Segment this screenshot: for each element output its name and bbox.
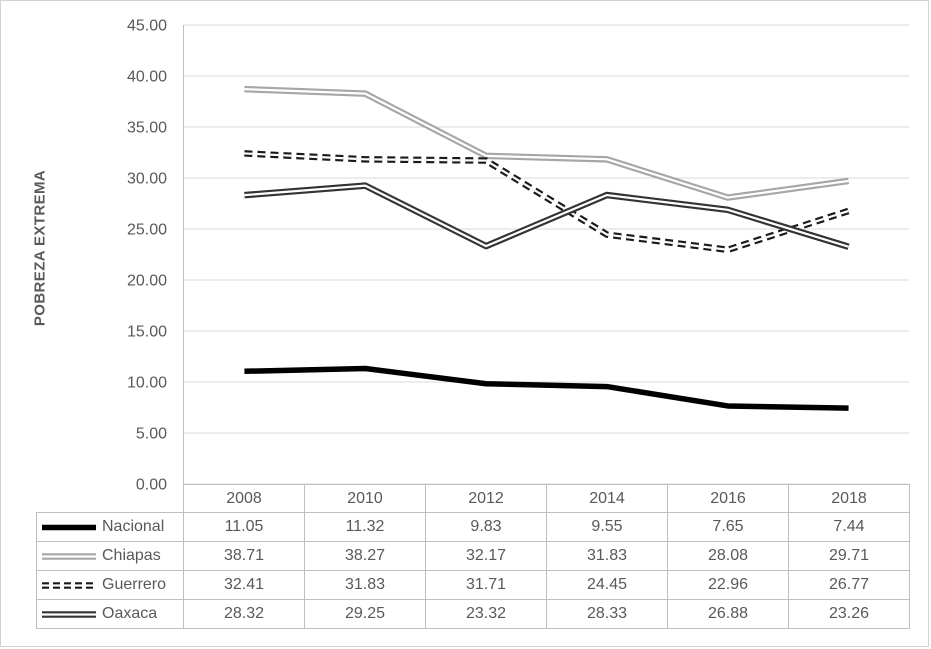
value-cell: 29.25	[304, 599, 426, 629]
value-cell: 26.77	[788, 570, 910, 600]
value-cell: 7.65	[667, 512, 789, 542]
y-axis-tick-label: 5.00	[136, 426, 167, 443]
series-stroke-inner	[244, 152, 849, 251]
series-label: Nacional	[102, 518, 165, 535]
value-cell: 31.83	[546, 541, 668, 571]
value-cell: 22.96	[667, 570, 789, 600]
series-stroke-outer	[244, 150, 850, 254]
legend-cell: Chiapas	[36, 541, 184, 571]
series-stroke-inner	[244, 88, 849, 199]
value-cell: 24.45	[546, 570, 668, 600]
legend-key-group: Chiapas	[38, 547, 183, 565]
value-cell: 28.33	[546, 599, 668, 629]
year-header-cell: 2016	[667, 484, 789, 513]
legend-key-nacional	[42, 524, 96, 530]
legend-cell: Guerrero	[36, 570, 184, 600]
y-axis-tick-label: 35.00	[127, 120, 167, 137]
data-table: 2008 2010 2012 2014 2016 2018 Nacional 11.05 11.…	[36, 484, 910, 629]
year-header-cell: 2010	[304, 484, 426, 513]
table-row: Nacional 11.05 11.32 9.83 9.55 7.65 7.44	[36, 512, 910, 542]
series-label: Guerrero	[102, 576, 167, 593]
legend-key-oaxaca	[42, 610, 96, 618]
value-cell: 11.32	[304, 512, 426, 542]
series-stroke-inner	[244, 184, 849, 248]
value-cell: 23.26	[788, 599, 910, 629]
series-stroke-outer	[244, 85, 850, 201]
series-stroke	[244, 365, 849, 411]
legend-key-group: Oaxaca	[38, 605, 183, 623]
series-line-nacional	[244, 365, 849, 411]
legend-key-guerrero	[42, 581, 96, 589]
value-cell: 9.83	[425, 512, 547, 542]
year-header-cell: 2012	[425, 484, 547, 513]
value-cell: 28.32	[183, 599, 305, 629]
y-axis-tick-label: 20.00	[127, 273, 167, 290]
series-line-chiapas	[244, 85, 850, 201]
series-label: Chiapas	[102, 547, 161, 564]
year-header-cell: 2018	[788, 484, 910, 513]
legend-key-group: Guerrero	[38, 576, 183, 594]
table-row: Guerrero 32.41 31.83 31.71 24.45 22.96 26.77	[36, 570, 910, 600]
value-cell: 38.27	[304, 541, 426, 571]
value-cell: 9.55	[546, 512, 668, 542]
value-cell: 31.71	[425, 570, 547, 600]
series-label: Oaxaca	[102, 605, 158, 622]
value-cell: 32.17	[425, 541, 547, 571]
value-cell: 26.88	[667, 599, 789, 629]
value-cell: 38.71	[183, 541, 305, 571]
y-axis-tick-label: 15.00	[127, 324, 167, 341]
value-cell: 7.44	[788, 512, 910, 542]
y-axis-tick-label: 45.00	[127, 18, 167, 35]
legend-key-chiapas	[42, 552, 96, 560]
value-cell: 11.05	[183, 512, 305, 542]
legend-cell: Oaxaca	[36, 599, 184, 629]
table-row: Oaxaca 28.32 29.25 23.32 28.33 26.88 23.26	[36, 599, 910, 629]
value-cell: 23.32	[425, 599, 547, 629]
value-cell: 32.41	[183, 570, 305, 600]
y-axis-tick-label: 30.00	[127, 171, 167, 188]
year-header-cell: 2008	[183, 484, 305, 513]
series-line-oaxaca	[244, 182, 850, 250]
table-header-row: 2008 2010 2012 2014 2016 2018	[37, 484, 910, 513]
year-header-cell: 2014	[546, 484, 668, 513]
y-axis-tick-label: 0.00	[136, 477, 167, 494]
value-cell: 31.83	[304, 570, 426, 600]
value-cell: 28.08	[667, 541, 789, 571]
table-row: Chiapas 38.71 38.27 32.17 31.83 28.08 29.71	[36, 541, 910, 571]
y-axis-tick-label: 25.00	[127, 222, 167, 239]
legend-key-group: Nacional	[38, 518, 183, 536]
legend-cell: Nacional	[36, 512, 184, 542]
series-line-guerrero	[244, 150, 850, 254]
value-cell: 29.71	[788, 541, 910, 571]
y-axis-tick-label: 40.00	[127, 69, 167, 86]
y-axis-tick-label: 10.00	[127, 375, 167, 392]
table-corner-cell	[37, 485, 184, 513]
